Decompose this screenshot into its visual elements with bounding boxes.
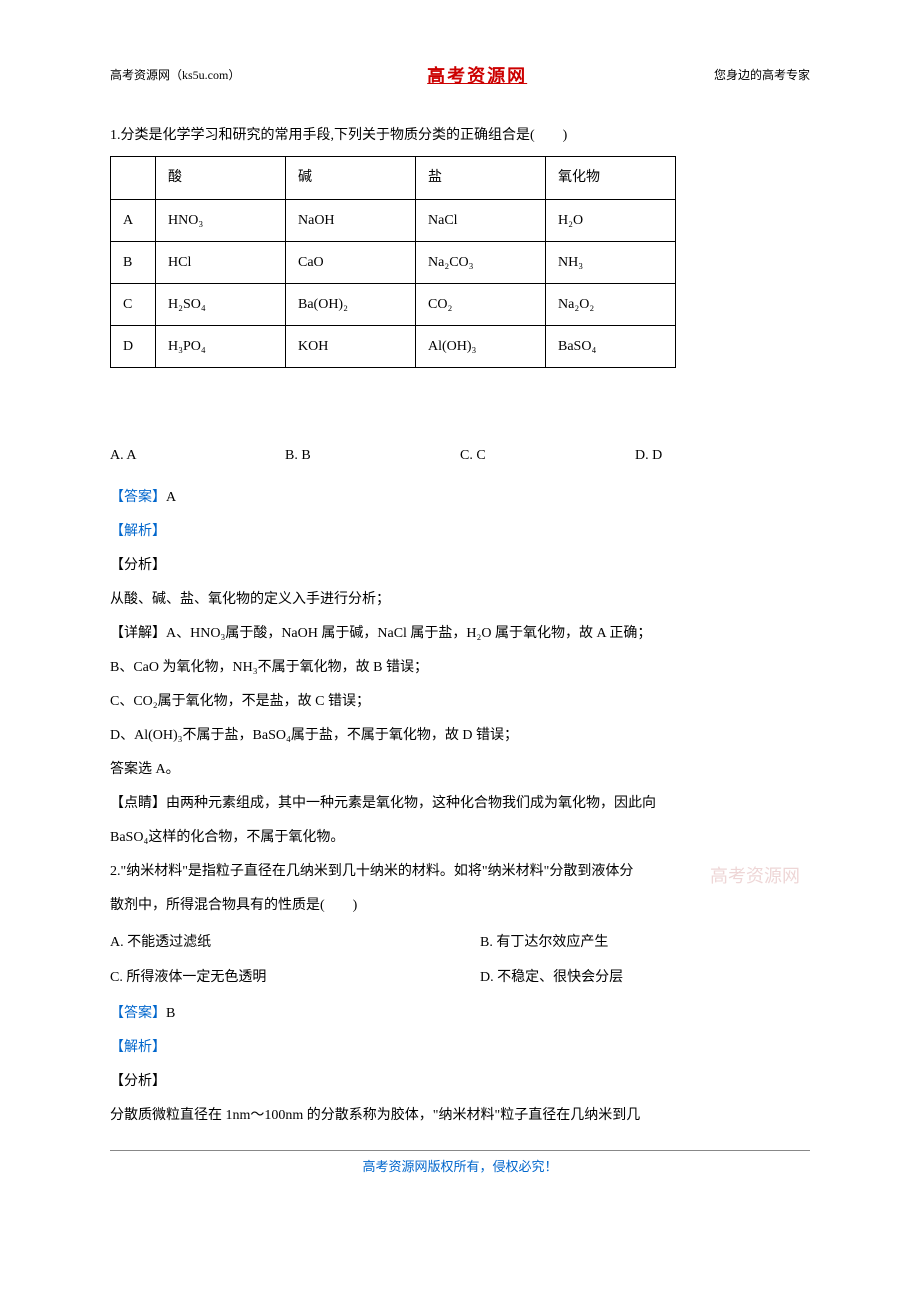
table-cell: NaCl (416, 199, 546, 241)
table-row: C H₂SO₄ Ba(OH)₂ CO₂ Na₂O₂ (111, 283, 676, 325)
option-c: C. C (460, 443, 635, 468)
table-cell: D (111, 326, 156, 368)
q1-options: A. A B. B C. C D. D (110, 443, 810, 468)
answer-label: 【答案】 (110, 1006, 166, 1021)
answer-value: B (166, 1006, 175, 1021)
table-row: D H₃PO₄ KOH Al(OH)₃ BaSO₄ (111, 326, 676, 368)
q2-options: A. 不能透过滤纸 B. 有丁达尔效应产生 C. 所得液体一定无色透明 D. 不… (110, 930, 810, 990)
table-header-cell (111, 157, 156, 199)
table-cell: NaOH (286, 199, 416, 241)
table-header-cell: 盐 (416, 157, 546, 199)
q1-detail-line: 答案选 A。 (110, 756, 810, 784)
table-cell: B (111, 241, 156, 283)
q1-analysis-label: 【解析】 (110, 518, 810, 546)
header-left: 高考资源网（ks5u.com） (110, 65, 240, 87)
table-cell: CO₂ (416, 283, 546, 325)
table-header-cell: 氧化物 (546, 157, 676, 199)
table-cell: Ba(OH)₂ (286, 283, 416, 325)
page-footer: 高考资源网版权所有，侵权必究！ (110, 1150, 810, 1178)
q1-detail-line: D、Al(OH)₃不属于盐，BaSO₄属于盐，不属于氧化物，故 D 错误； (110, 722, 810, 750)
table-header-cell: 碱 (286, 157, 416, 199)
q1-table: 酸 碱 盐 氧化物 A HNO₃ NaOH NaCl H₂O B HCl CaO… (110, 156, 676, 368)
table-cell: H₂O (546, 199, 676, 241)
q1-text: 1.分类是化学学习和研究的常用手段,下列关于物质分类的正确组合是( ) (110, 122, 810, 150)
q1-detail-line: B、CaO 为氧化物，NH₃不属于氧化物，故 B 错误； (110, 654, 810, 682)
table-header-cell: 酸 (156, 157, 286, 199)
option-c: C. 所得液体一定无色透明 (110, 965, 440, 990)
page-header: 高考资源网（ks5u.com） 高考资源网 您身边的高考专家 (110, 60, 810, 92)
table-cell: H₃PO₄ (156, 326, 286, 368)
table-cell: NH₃ (546, 241, 676, 283)
q2-text-line2: 散剂中，所得混合物具有的性质是( ) (110, 892, 810, 920)
table-cell: HNO₃ (156, 199, 286, 241)
table-row: B HCl CaO Na₂CO₃ NH₃ (111, 241, 676, 283)
q2-sub-label: 【分析】 (110, 1068, 810, 1096)
table-cell: KOH (286, 326, 416, 368)
header-center: 高考资源网 (427, 60, 527, 92)
table-cell: Na₂CO₃ (416, 241, 546, 283)
table-row: A HNO₃ NaOH NaCl H₂O (111, 199, 676, 241)
q1-answer: 【答案】A (110, 484, 810, 512)
table-cell: Al(OH)₃ (416, 326, 546, 368)
q1-analysis-line: 从酸、碱、盐、氧化物的定义入手进行分析； (110, 586, 810, 614)
option-d: D. 不稳定、很快会分层 (480, 965, 810, 990)
q1-sub-label: 【分析】 (110, 552, 810, 580)
table-cell: C (111, 283, 156, 325)
table-cell: HCl (156, 241, 286, 283)
q1-point-line: 【点睛】由两种元素组成，其中一种元素是氧化物，这种化合物我们成为氧化物，因此向 (110, 790, 810, 818)
table-header-row: 酸 碱 盐 氧化物 (111, 157, 676, 199)
answer-value: A (166, 490, 176, 505)
q2-analysis-label: 【解析】 (110, 1034, 810, 1062)
option-b: B. B (285, 443, 460, 468)
q1-detail-line: C、CO₂属于氧化物，不是盐，故 C 错误； (110, 688, 810, 716)
table-cell: Na₂O₂ (546, 283, 676, 325)
table-cell: BaSO₄ (546, 326, 676, 368)
table-cell: A (111, 199, 156, 241)
q2-text-line1: 2."纳米材料"是指粒子直径在几纳米到几十纳米的材料。如将"纳米材料"分散到液体… (110, 858, 810, 886)
q1-detail-line: 【详解】A、HNO₃属于酸，NaOH 属于碱，NaCl 属于盐，H₂O 属于氧化… (110, 620, 810, 648)
option-b: B. 有丁达尔效应产生 (480, 930, 810, 955)
option-a: A. A (110, 443, 285, 468)
q2-answer: 【答案】B (110, 1000, 810, 1028)
answer-label: 【答案】 (110, 490, 166, 505)
option-a: A. 不能透过滤纸 (110, 930, 440, 955)
option-d: D. D (635, 443, 810, 468)
q2-analysis-line: 分散质微粒直径在 1nm～100nm 的分散系称为胶体，"纳米材料"粒子直径在几… (110, 1102, 810, 1130)
q1-point-line: BaSO₄这样的化合物，不属于氧化物。 (110, 824, 810, 852)
table-cell: H₂SO₄ (156, 283, 286, 325)
header-right: 您身边的高考专家 (714, 65, 810, 87)
table-cell: CaO (286, 241, 416, 283)
